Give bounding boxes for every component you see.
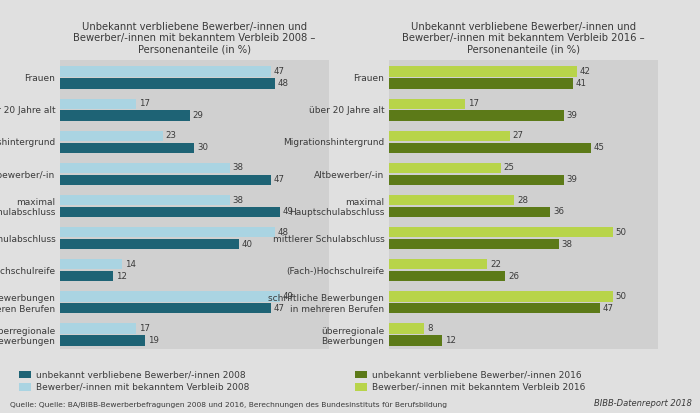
Text: 40: 40 bbox=[242, 240, 253, 249]
Bar bbox=[389, 291, 613, 301]
Text: 26: 26 bbox=[508, 272, 519, 281]
Title: Unbekannt verbliebene Bewerber/-innen und
Bewerber/-innen mit bekanntem Verbleib: Unbekannt verbliebene Bewerber/-innen un… bbox=[402, 22, 645, 55]
Text: 30: 30 bbox=[197, 143, 208, 152]
Text: 49: 49 bbox=[282, 207, 293, 216]
Text: 8: 8 bbox=[427, 324, 433, 333]
Title: Unbekannt verbliebene Bewerber/-innen und
Bewerber/-innen mit bekanntem Verbleib: Unbekannt verbliebene Bewerber/-innen un… bbox=[73, 22, 316, 55]
Bar bbox=[60, 78, 275, 89]
Bar bbox=[60, 291, 279, 301]
Bar bbox=[60, 131, 163, 141]
Text: 25: 25 bbox=[503, 164, 514, 173]
Text: 49: 49 bbox=[282, 292, 293, 301]
Bar bbox=[389, 66, 577, 77]
Legend: unbekannt verbliebene Bewerber/-innen 2016, Bewerber/-innen mit bekanntem Verble: unbekannt verbliebene Bewerber/-innen 20… bbox=[354, 371, 585, 392]
Bar bbox=[389, 131, 510, 141]
Bar bbox=[389, 99, 465, 109]
Bar bbox=[389, 239, 559, 249]
Bar bbox=[60, 259, 122, 270]
Text: 48: 48 bbox=[278, 79, 289, 88]
Text: 28: 28 bbox=[517, 196, 528, 204]
Text: 38: 38 bbox=[562, 240, 573, 249]
Bar bbox=[60, 323, 136, 334]
Text: 29: 29 bbox=[193, 111, 203, 120]
Bar bbox=[389, 303, 600, 313]
Bar bbox=[389, 207, 550, 217]
Text: 17: 17 bbox=[468, 99, 479, 108]
Legend: unbekannt verbliebene Bewerber/-innen 2008, Bewerber/-innen mit bekanntem Verble: unbekannt verbliebene Bewerber/-innen 20… bbox=[18, 371, 249, 392]
Text: 48: 48 bbox=[278, 228, 289, 237]
Text: 47: 47 bbox=[273, 176, 284, 184]
Bar bbox=[389, 271, 505, 281]
Text: 23: 23 bbox=[165, 131, 176, 140]
Text: 19: 19 bbox=[148, 336, 158, 345]
Text: BIBB-Datenreport 2018: BIBB-Datenreport 2018 bbox=[594, 399, 692, 408]
Text: 17: 17 bbox=[139, 99, 150, 108]
Bar bbox=[389, 142, 591, 153]
Text: 14: 14 bbox=[125, 260, 136, 269]
Text: 50: 50 bbox=[616, 292, 626, 301]
Text: 39: 39 bbox=[566, 111, 578, 120]
Text: 47: 47 bbox=[273, 304, 284, 313]
Text: 50: 50 bbox=[616, 228, 626, 237]
Bar bbox=[60, 239, 239, 249]
Bar bbox=[60, 207, 279, 217]
Bar bbox=[60, 175, 271, 185]
Bar bbox=[389, 175, 564, 185]
Bar bbox=[60, 271, 113, 281]
Text: 17: 17 bbox=[139, 324, 150, 333]
Bar bbox=[389, 195, 514, 205]
Bar bbox=[389, 335, 442, 346]
Bar bbox=[389, 259, 487, 270]
Text: 39: 39 bbox=[566, 176, 578, 184]
Text: 12: 12 bbox=[445, 336, 456, 345]
Bar bbox=[60, 195, 230, 205]
Text: 47: 47 bbox=[602, 304, 613, 313]
Text: 27: 27 bbox=[512, 131, 524, 140]
Text: 42: 42 bbox=[580, 67, 591, 76]
Bar bbox=[389, 323, 424, 334]
Text: 22: 22 bbox=[490, 260, 501, 269]
Text: Quelle: Quelle: BA/BIBB-Bewerberbefragungen 2008 und 2016, Berechnungen des Bund: Quelle: Quelle: BA/BIBB-Bewerberbefragun… bbox=[10, 402, 447, 408]
Text: 45: 45 bbox=[594, 143, 604, 152]
Bar bbox=[60, 303, 271, 313]
Bar bbox=[389, 78, 573, 89]
Text: 38: 38 bbox=[233, 164, 244, 173]
Bar bbox=[389, 110, 564, 121]
Bar bbox=[60, 110, 190, 121]
Bar bbox=[60, 227, 275, 237]
Text: 47: 47 bbox=[273, 67, 284, 76]
Text: 12: 12 bbox=[116, 272, 127, 281]
Bar bbox=[389, 163, 500, 173]
Text: 36: 36 bbox=[553, 207, 564, 216]
Text: 41: 41 bbox=[575, 79, 587, 88]
Bar bbox=[60, 66, 271, 77]
Bar bbox=[389, 227, 613, 237]
Text: 38: 38 bbox=[233, 196, 244, 204]
Bar bbox=[60, 99, 136, 109]
Bar bbox=[60, 335, 145, 346]
Bar bbox=[60, 142, 195, 153]
Bar bbox=[60, 163, 230, 173]
